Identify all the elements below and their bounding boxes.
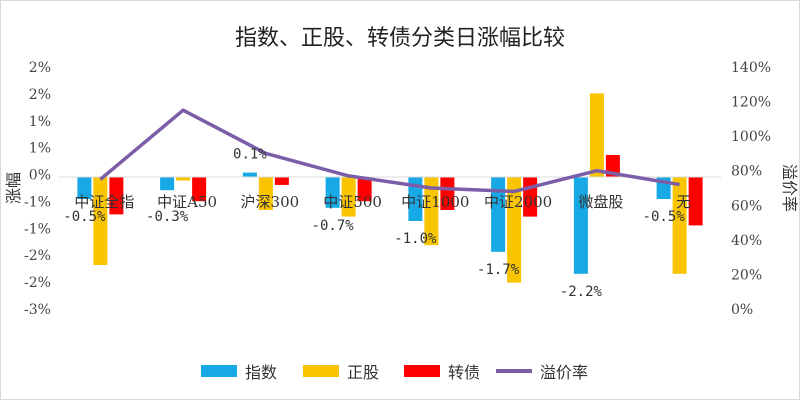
category-label: 无 (676, 193, 691, 211)
category-label: 沪深300 (241, 193, 300, 211)
y-tick-label: -1% (24, 194, 51, 210)
y-axis-ticks: 2% 2% 1% 1% 0% -1% -1% -2% -2% -3% (24, 60, 51, 318)
bar (77, 177, 92, 199)
legend-swatch (404, 365, 440, 377)
bar (357, 177, 372, 202)
chart-title: 指数、正股、转债分类日涨幅比较 (235, 26, 565, 51)
data-label: -2.2% (560, 284, 603, 300)
y2-tick-label: 140% (731, 60, 771, 76)
y2-tick-label: 60% (731, 198, 762, 214)
category-label: 中证2000 (484, 193, 552, 211)
y-tick-label: 1% (29, 114, 51, 130)
category-label: 微盘股 (578, 193, 623, 211)
y2-axis-title: 溢价率 (780, 164, 799, 212)
bar (341, 177, 356, 217)
data-label: -0.7% (312, 218, 355, 234)
y-tick-label: 0% (29, 168, 51, 184)
bar (176, 177, 191, 181)
bar (192, 177, 207, 202)
bar (424, 177, 439, 246)
data-label: -0.3% (146, 209, 189, 225)
data-label: -1.0% (394, 231, 437, 247)
legend-swatch (303, 365, 339, 377)
y-tick-label: 2% (29, 87, 51, 103)
bar (93, 177, 108, 265)
legend-label: 溢价率 (540, 363, 588, 382)
data-labels: -0.5% -0.3% 0.1% -0.7% -1.0% -1.7% -2.2% -0.5% (63, 147, 685, 300)
legend-label: 转债 (448, 363, 480, 382)
bar (589, 93, 604, 177)
bar (672, 177, 687, 274)
premium-line-series (99, 108, 680, 194)
data-label: 0.1% (233, 147, 267, 163)
category-labels: 中证全指 中证A50 沪深300 中证500 中证1000 中证2000 微盘股 无 (74, 193, 691, 211)
premium-line (99, 108, 680, 194)
data-label: -0.5% (643, 209, 686, 225)
y2-tick-label: 100% (731, 129, 771, 145)
y2-axis-ticks: 140% 120% 100% 80% 60% 40% 20% 0% (731, 60, 771, 318)
y2-tick-label: 80% (731, 164, 762, 180)
bar (274, 177, 289, 185)
legend-label: 指数 (245, 363, 277, 382)
bar (109, 177, 124, 215)
bar (507, 177, 522, 283)
bar (573, 177, 588, 274)
y-tick-label: -2% (24, 248, 51, 264)
y-tick-label: -3% (24, 302, 51, 318)
data-label: -0.5% (63, 209, 106, 225)
data-label: -1.7% (477, 262, 520, 278)
category-label: 中证全指 (74, 193, 134, 211)
y-axis-title: 涨幅 (4, 172, 23, 204)
y-tick-label: -2% (24, 275, 51, 291)
legend-label: 正股 (347, 363, 379, 382)
bar (258, 177, 273, 210)
bar (160, 177, 175, 191)
bar (325, 177, 340, 208)
y2-tick-label: 40% (731, 233, 762, 249)
bar (408, 177, 423, 221)
legend-swatch (201, 365, 237, 377)
category-label: 中证A50 (157, 193, 217, 211)
y2-tick-label: 120% (731, 95, 771, 111)
y-tick-label: -1% (24, 221, 51, 237)
category-label: 中证500 (323, 193, 382, 211)
y2-tick-label: 20% (731, 267, 762, 283)
y-tick-label: 1% (29, 141, 51, 157)
category-label: 中证1000 (401, 193, 469, 211)
bar (491, 177, 506, 252)
y2-tick-label: 0% (731, 302, 753, 318)
bar (440, 177, 455, 210)
bar (688, 177, 703, 226)
legend: 指数 正股 转债 溢价率 (201, 363, 588, 382)
bar (242, 172, 257, 177)
y-tick-label: 2% (29, 60, 51, 76)
